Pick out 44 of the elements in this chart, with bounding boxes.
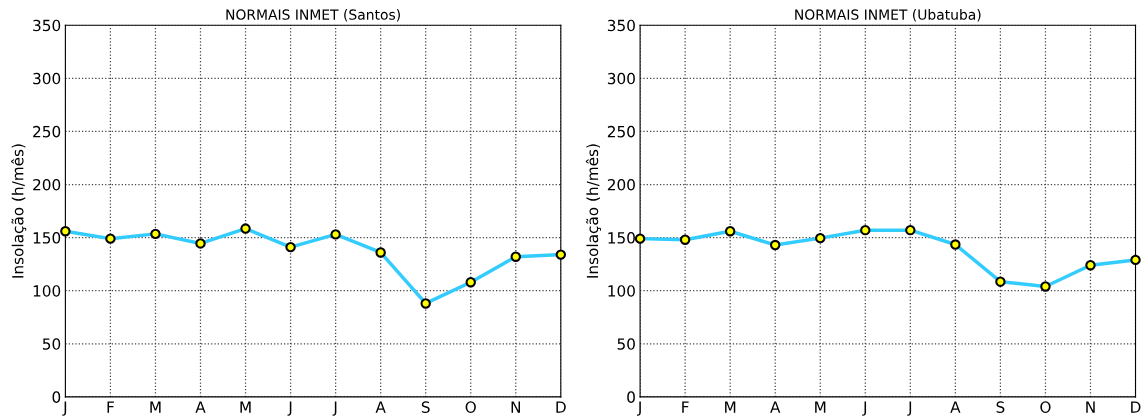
x-tick-label: A xyxy=(195,401,206,413)
y-tick-label: 300 xyxy=(33,72,61,85)
y-tick-label: 150 xyxy=(33,232,61,244)
x-tick-label: S xyxy=(996,401,1005,413)
chart-title: NORMAIS INMET (Santos) xyxy=(226,9,400,22)
x-tick-label: D xyxy=(1131,401,1141,413)
y-tick-label: 350 xyxy=(607,19,635,32)
x-tick-label: J xyxy=(332,401,337,416)
x-tick-label: J xyxy=(287,401,292,416)
y-tick-label: 100 xyxy=(608,285,635,297)
x-tick-label: M xyxy=(240,401,251,413)
y-tick-label: 300 xyxy=(607,72,635,85)
y-tick-label: 250 xyxy=(33,125,61,138)
y-tick-label: 50 xyxy=(42,338,61,350)
y-tick-label: 0 xyxy=(52,391,61,403)
x-tick-label: O xyxy=(465,401,476,413)
x-tick-label: A xyxy=(375,401,386,413)
y-tick-label: 250 xyxy=(607,125,635,138)
x-tick-label: J xyxy=(907,401,912,416)
y-tick-label: 200 xyxy=(33,178,61,191)
y-tick-label: 0 xyxy=(627,391,635,403)
y-axis-title: Insolação (h/mês) xyxy=(585,144,601,278)
y-tick-label: 200 xyxy=(607,178,635,191)
x-tick-label: M xyxy=(150,401,161,413)
chart-title: NORMAIS INMET (Ubatuba) xyxy=(795,9,981,22)
x-tick-label: F xyxy=(107,401,114,413)
x-tick-label: N xyxy=(1086,401,1095,413)
x-tick-label: M xyxy=(815,401,826,413)
x-tick-label: A xyxy=(770,401,781,413)
x-tick-label: F xyxy=(682,401,689,413)
x-tick-label: O xyxy=(1040,401,1051,413)
y-tick-label: 350 xyxy=(33,19,61,32)
x-tick-label: S xyxy=(421,401,430,413)
x-tick-label: A xyxy=(950,401,961,413)
x-tick-label: J xyxy=(862,401,867,416)
y-tick-label: 50 xyxy=(617,338,635,350)
x-tick-label: J xyxy=(637,401,641,416)
x-tick-label: D xyxy=(556,401,566,413)
y-tick-label: 100 xyxy=(33,285,61,297)
y-axis-title: Insolação (h/mês) xyxy=(11,144,27,278)
y-tick-label: 150 xyxy=(608,232,635,244)
x-tick-label: N xyxy=(511,401,520,413)
x-tick-label: J xyxy=(62,401,67,416)
x-tick-label: M xyxy=(725,401,736,413)
